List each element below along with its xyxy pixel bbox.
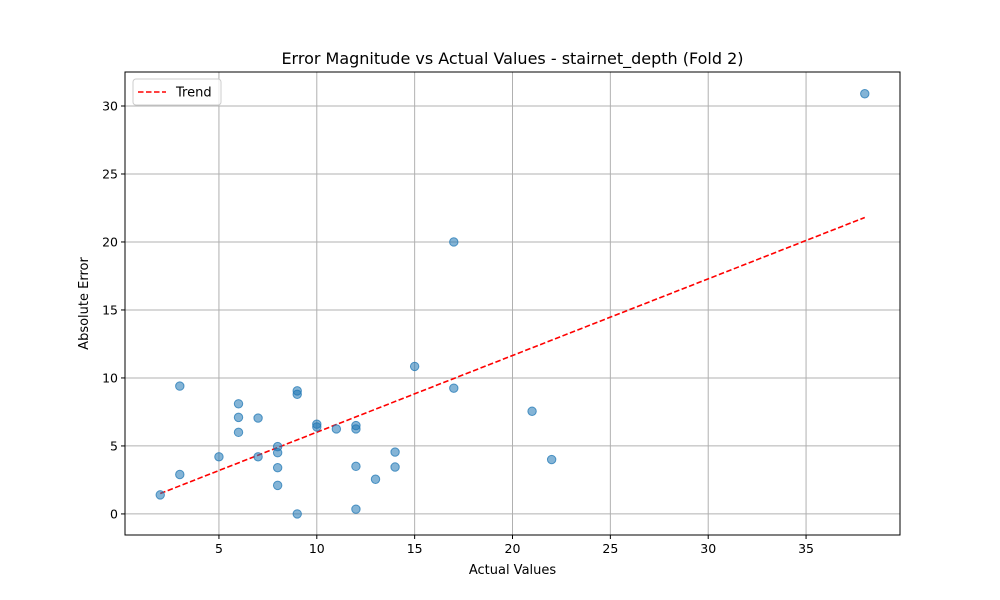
data-point xyxy=(351,461,361,472)
x-tick-label: 20 xyxy=(505,541,521,556)
legend-box xyxy=(132,78,222,106)
data-point xyxy=(390,462,400,472)
data-point xyxy=(272,462,283,473)
legend-entry-trend: Trend xyxy=(175,86,212,101)
data-point xyxy=(214,452,224,462)
y-tick-label: 20 xyxy=(102,234,118,249)
grid-lines xyxy=(125,72,900,535)
data-point xyxy=(233,412,244,423)
data-point xyxy=(253,452,263,462)
data-point xyxy=(449,383,459,393)
chart-title: Error Magnitude vs Actual Values - stair… xyxy=(281,49,743,69)
trend-line-group xyxy=(159,216,866,495)
y-tick-label: 10 xyxy=(102,370,118,385)
data-point xyxy=(155,490,165,500)
data-point xyxy=(272,480,283,491)
data-point xyxy=(370,474,381,484)
y-tick-label: 25 xyxy=(102,166,118,181)
data-point xyxy=(292,509,302,519)
axis-ticks: 5 10 15 20 25 30 35 0 5 10 15 20 25 30 xyxy=(102,98,814,556)
data-point xyxy=(233,399,244,409)
x-axis-label: Actual Values xyxy=(469,563,557,578)
data-point xyxy=(409,361,420,372)
x-tick-label: 25 xyxy=(602,541,618,556)
legend: Trend xyxy=(132,78,222,106)
data-point xyxy=(312,422,322,432)
data-point xyxy=(253,413,263,423)
data-point xyxy=(233,427,244,438)
data-point xyxy=(527,406,537,416)
data-point xyxy=(272,448,283,458)
y-tick-label: 30 xyxy=(102,98,118,113)
data-point xyxy=(390,447,400,457)
data-point xyxy=(292,389,302,399)
data-point xyxy=(175,381,185,391)
data-point xyxy=(546,454,557,465)
trend-line xyxy=(159,216,866,495)
x-tick-label: 15 xyxy=(407,541,423,556)
data-points xyxy=(155,89,870,519)
data-point xyxy=(175,469,185,480)
data-point xyxy=(449,237,459,247)
x-tick-label: 30 xyxy=(700,541,716,556)
data-point xyxy=(331,424,342,434)
x-tick-label: 35 xyxy=(798,541,814,556)
y-tick-label: 0 xyxy=(110,506,118,521)
x-tick-label: 5 xyxy=(215,541,223,556)
x-tick-label: 10 xyxy=(309,541,325,556)
y-tick-label: 15 xyxy=(102,302,118,317)
y-axis-label: Absolute Error xyxy=(77,257,92,350)
data-point xyxy=(860,89,870,99)
data-point xyxy=(351,424,361,434)
y-tick-label: 5 xyxy=(110,438,118,453)
data-point xyxy=(351,504,361,514)
